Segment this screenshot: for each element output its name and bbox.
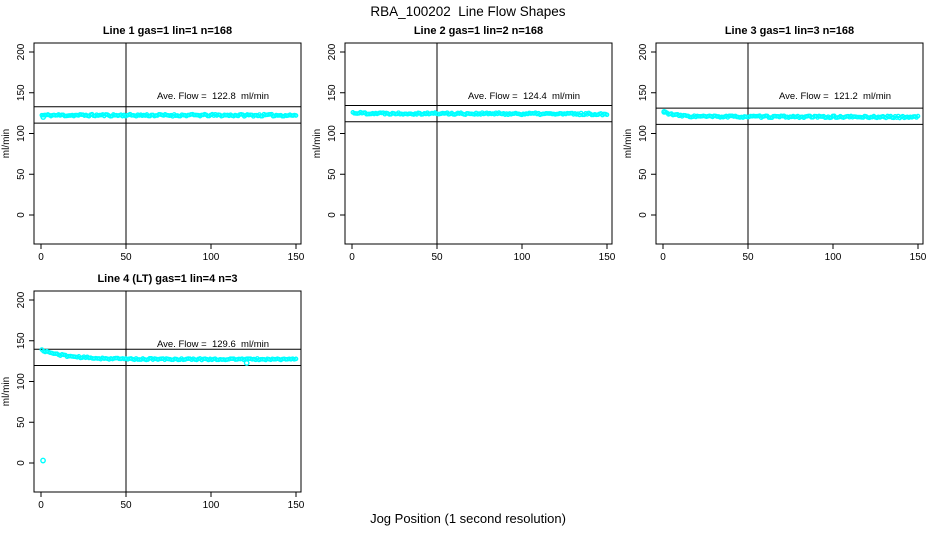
- svg-text:Line 4 (LT) gas=1 lin=4 n=3: Line 4 (LT) gas=1 lin=4 n=3: [97, 273, 237, 285]
- svg-text:50: 50: [431, 252, 443, 263]
- svg-text:ml/min: ml/min: [623, 129, 634, 158]
- svg-text:150: 150: [910, 252, 927, 263]
- svg-text:Line 1 gas=1 lin=1 n=168: Line 1 gas=1 lin=1 n=168: [103, 25, 232, 37]
- svg-text:50: 50: [120, 252, 132, 263]
- svg-text:150: 150: [16, 332, 27, 349]
- svg-text:ml/min: ml/min: [1, 377, 12, 406]
- svg-text:150: 150: [599, 252, 616, 263]
- main-title: RBA_100202 Line Flow Shapes: [370, 4, 566, 19]
- svg-text:0: 0: [638, 212, 649, 218]
- svg-text:200: 200: [327, 43, 338, 60]
- svg-text:100: 100: [825, 252, 842, 263]
- svg-text:100: 100: [16, 373, 27, 390]
- svg-text:50: 50: [16, 168, 27, 180]
- svg-text:200: 200: [16, 291, 27, 308]
- svg-text:50: 50: [120, 500, 132, 511]
- svg-text:100: 100: [203, 500, 220, 511]
- x-axis-label: Jog Position (1 second resolution): [370, 511, 566, 526]
- svg-text:50: 50: [638, 168, 649, 180]
- svg-text:Line 3 gas=1 lin=3 n=168: Line 3 gas=1 lin=3 n=168: [725, 25, 854, 37]
- svg-text:0: 0: [38, 252, 44, 263]
- svg-text:150: 150: [288, 252, 305, 263]
- svg-text:150: 150: [16, 84, 27, 101]
- svg-text:Line 2 gas=1 lin=2 n=168: Line 2 gas=1 lin=2 n=168: [414, 25, 543, 37]
- chart-panel-line-3: Line 3 gas=1 lin=3 n=168 0 50 100 150 0 50 100 1…: [623, 25, 927, 263]
- svg-text:50: 50: [742, 252, 754, 263]
- svg-text:100: 100: [203, 252, 220, 263]
- svg-text:0: 0: [16, 460, 27, 466]
- svg-text:200: 200: [16, 43, 27, 60]
- chart-panel-line-2: Line 2 gas=1 lin=2 n=168 0 50 100 150 0 50 100 1…: [312, 25, 616, 263]
- svg-text:200: 200: [638, 43, 649, 60]
- svg-text:100: 100: [16, 125, 27, 142]
- svg-text:0: 0: [38, 500, 44, 511]
- svg-text:150: 150: [638, 84, 649, 101]
- svg-text:50: 50: [16, 416, 27, 428]
- svg-text:0: 0: [349, 252, 355, 263]
- chart-panel-line-1: Line 1 gas=1 lin=1 n=168 0 50 100 150 0 50 100 1…: [1, 25, 305, 263]
- svg-text:100: 100: [514, 252, 531, 263]
- svg-text:100: 100: [327, 125, 338, 142]
- svg-text:0: 0: [660, 252, 666, 263]
- svg-text:0: 0: [327, 212, 338, 218]
- svg-text:0: 0: [16, 212, 27, 218]
- svg-text:Ave. Flow = 122.8 ml/min: Ave. Flow = 122.8 ml/min: [157, 91, 269, 102]
- svg-text:50: 50: [327, 168, 338, 180]
- svg-text:100: 100: [638, 125, 649, 142]
- svg-text:Ave. Flow = 124.4 ml/min: Ave. Flow = 124.4 ml/min: [468, 91, 580, 102]
- svg-text:Ave. Flow = 121.2 ml/min: Ave. Flow = 121.2 ml/min: [779, 91, 891, 102]
- chart-panel-line-4: Line 4 (LT) gas=1 lin=4 n=3 0 50 100 150 0 50 1…: [1, 273, 305, 511]
- svg-text:ml/min: ml/min: [312, 129, 323, 158]
- svg-text:ml/min: ml/min: [1, 129, 12, 158]
- svg-text:150: 150: [288, 500, 305, 511]
- svg-text:150: 150: [327, 84, 338, 101]
- svg-text:Ave. Flow = 129.6 ml/min: Ave. Flow = 129.6 ml/min: [157, 339, 269, 350]
